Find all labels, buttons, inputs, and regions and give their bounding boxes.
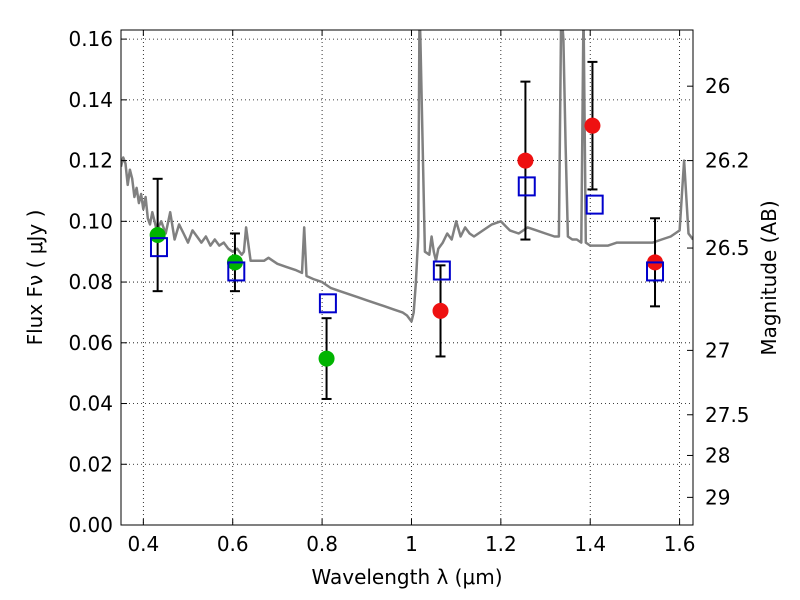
y-tick-label: 0.10 (68, 209, 113, 233)
y-tick-label: 0.16 (68, 27, 113, 51)
y-tick-label: 0.08 (68, 270, 113, 294)
right-tick-label: 27.5 (705, 403, 750, 427)
data-points (149, 117, 665, 367)
x-tick-label: 0.8 (306, 532, 338, 556)
model-photometry-square (585, 194, 604, 215)
red-data-point (584, 117, 601, 134)
model-photometry-square (149, 237, 168, 258)
y-tick-label: 0.14 (68, 88, 113, 112)
grid-lines (121, 30, 693, 525)
y-tick-label: 0.04 (68, 392, 113, 416)
red-data-point (432, 302, 449, 319)
y-tick-label: 0.06 (68, 331, 113, 355)
model-photometry-square (318, 293, 337, 314)
right-tick-label: 26.5 (705, 236, 750, 260)
model-spectrum-line (121, 30, 693, 323)
x-tick-label: 1 (405, 532, 418, 556)
model-spectrum (121, 30, 693, 323)
x-tick-label: 0.6 (217, 532, 249, 556)
y-tick-label: 0.02 (68, 452, 113, 476)
axis-ticks: 0.4 0.6 0.8 1 1.2 1.4 1.6 0.00 0.02 0.04 0.06 0.08 0… (68, 27, 749, 556)
y-tick-label: 0.00 (68, 513, 113, 537)
x-tick-label: 1.6 (664, 532, 696, 556)
model-photometry-square (517, 176, 536, 197)
right-tick-label: 26.2 (705, 149, 750, 173)
green-data-point (149, 226, 166, 243)
right-axis-label: Magnitude (AB) (757, 200, 781, 355)
model-photometry-square (227, 261, 246, 282)
right-tick-label: 26 (705, 74, 730, 98)
x-tick-label: 0.4 (127, 532, 159, 556)
x-tick-label: 1.4 (574, 532, 606, 556)
y-tick-label: 0.12 (68, 149, 113, 173)
green-data-point (318, 350, 335, 367)
plot-frame (120, 29, 694, 526)
y-axis-label: Flux Fν ( μJy ) (23, 210, 47, 346)
x-tick-label: 1.2 (485, 532, 517, 556)
model-photometry-square (646, 261, 665, 282)
right-tick-label: 29 (705, 485, 730, 509)
model-photometry-square (432, 260, 451, 281)
x-axis-label: Wavelength λ (μm) (311, 565, 502, 589)
right-tick-label: 27 (705, 338, 730, 362)
right-tick-label: 28 (705, 443, 730, 467)
red-data-point (517, 152, 534, 169)
